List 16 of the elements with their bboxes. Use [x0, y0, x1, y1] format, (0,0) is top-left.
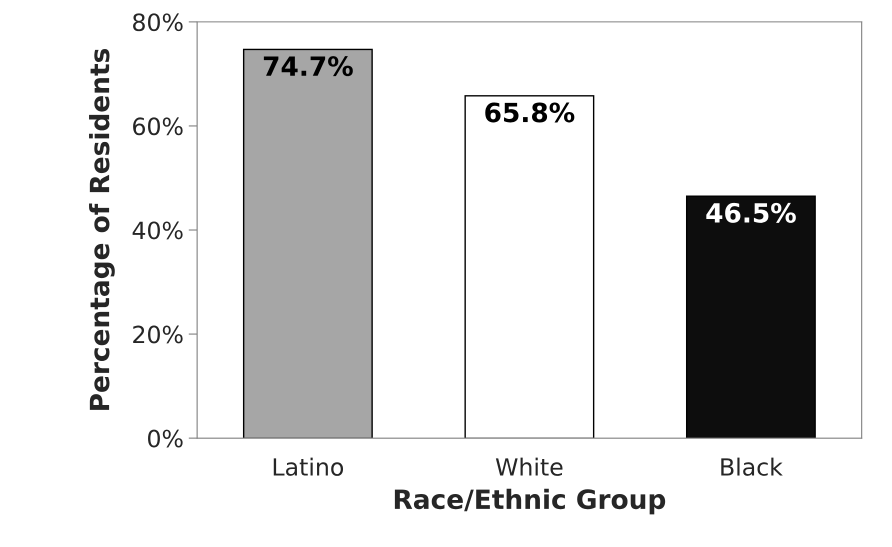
bar — [464, 95, 594, 438]
bar — [686, 195, 816, 438]
x-tick-label: Latino — [274, 458, 344, 476]
bar — [242, 48, 373, 438]
x-axis-title: Race/Ethnic Group — [394, 488, 666, 514]
y-tick-label: 0% — [148, 430, 183, 448]
x-tick-label: White — [496, 458, 562, 476]
y-tick-label: 20% — [133, 326, 183, 344]
y-tick-label: 80% — [133, 13, 183, 32]
data-label: 46.5% — [706, 202, 796, 223]
data-label: 74.7% — [264, 56, 353, 76]
y-tick-label: 40% — [132, 221, 183, 240]
y-axis-title: Percentage of Residents — [89, 48, 115, 410]
y-tick-label: 60% — [133, 117, 183, 136]
data-label: 65.8% — [485, 102, 574, 122]
x-tick-label: Black — [721, 458, 783, 476]
